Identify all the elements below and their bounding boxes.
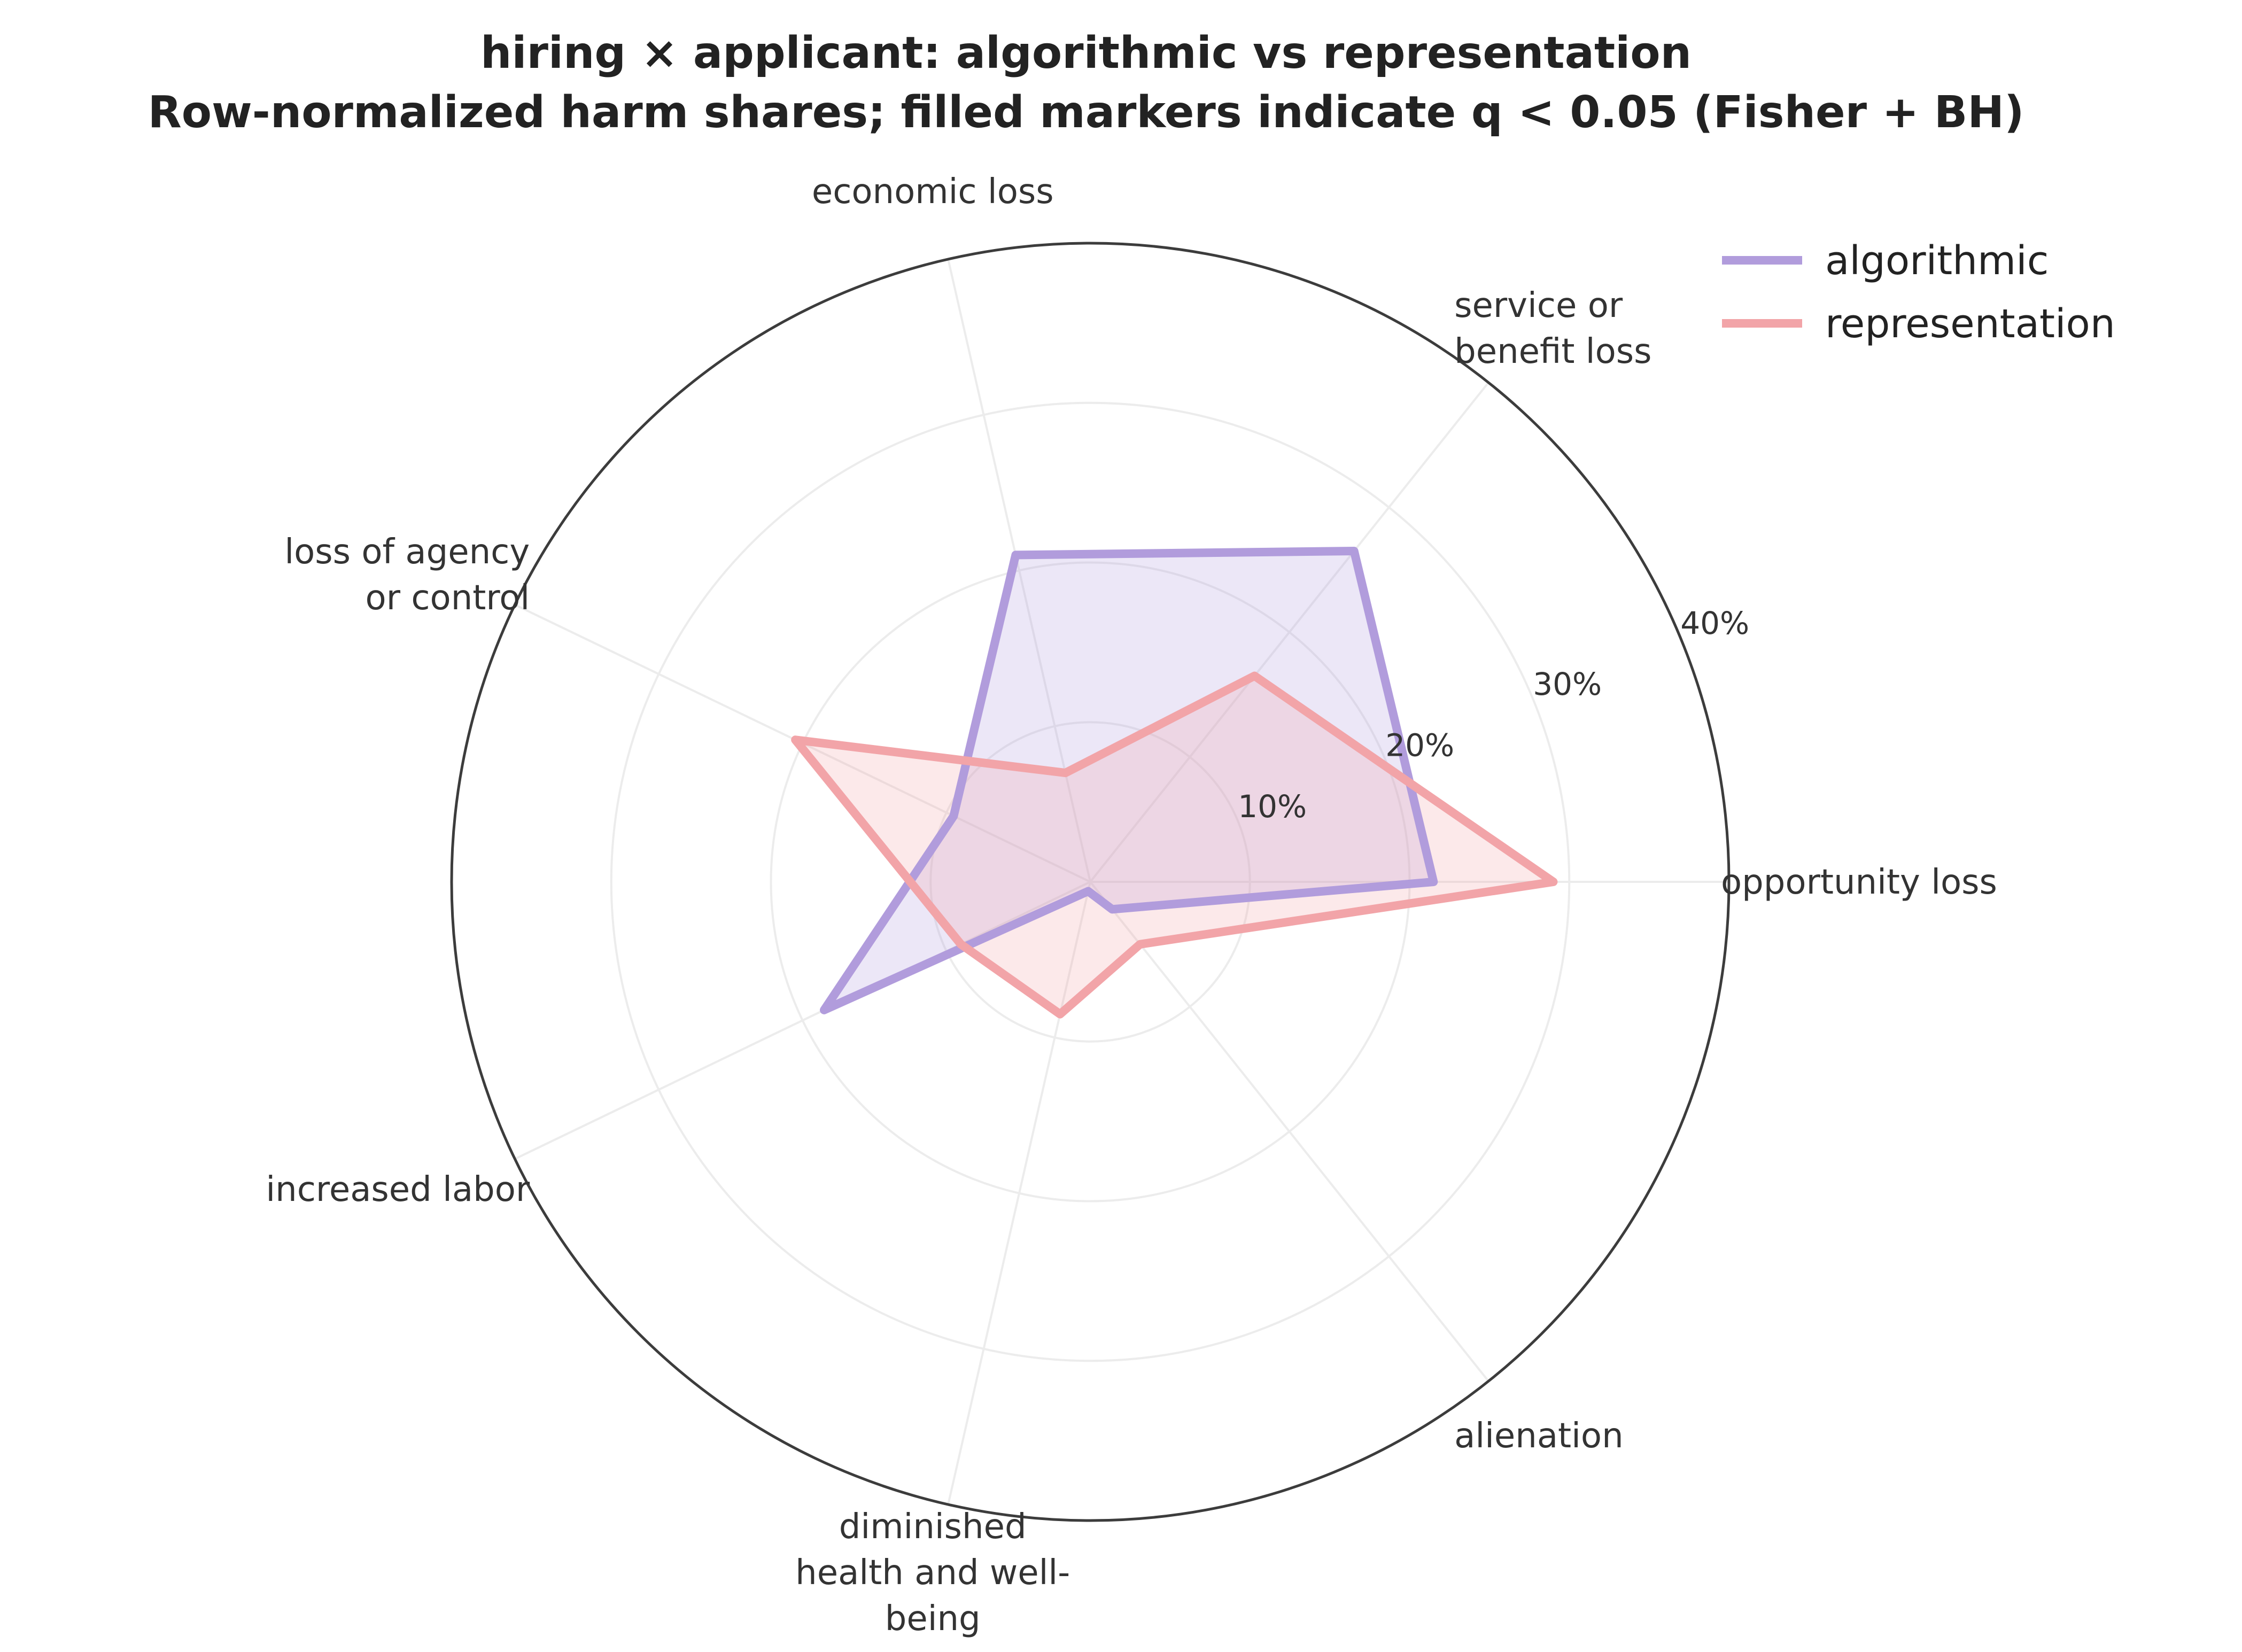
spoke-service-or-benefit-loss bbox=[1089, 382, 1490, 883]
axis-label-increased-labor: increased labor bbox=[266, 1170, 530, 1209]
legend-label-algorithmic: algorithmic bbox=[1825, 238, 2049, 284]
outer-frame bbox=[450, 242, 1731, 1522]
spoke-economic-loss bbox=[947, 259, 1091, 882]
axis-label-opportunity-loss: opportunity loss bbox=[1721, 863, 1997, 902]
spoke-increased-labor bbox=[514, 881, 1091, 1160]
chart-title-line1: hiring × applicant: algorithmic vs repre… bbox=[480, 28, 1692, 79]
axis-label-loss-of-agency-or-control: loss of agency or control bbox=[284, 532, 530, 618]
r-tick-label-40: 40% bbox=[1680, 605, 1749, 641]
axis-label-service-or-benefit-loss: service or benefit loss bbox=[1454, 286, 1651, 371]
axis-label-economic-loss: economic loss bbox=[812, 172, 1054, 212]
axis-label-alienation: alienation bbox=[1454, 1416, 1624, 1456]
chart-title-line2: Row-normalized harm shares; filled marke… bbox=[148, 87, 2024, 138]
r-tick-label-30: 30% bbox=[1533, 666, 1602, 702]
r-tick-label-20: 20% bbox=[1385, 727, 1454, 764]
series-layer bbox=[791, 547, 1558, 1019]
series-fill-algorithmic bbox=[824, 551, 1434, 1010]
spoke-diminished-health-and-well-being bbox=[947, 881, 1091, 1505]
series-line-representation bbox=[791, 671, 1558, 1019]
series-fill-representation bbox=[795, 676, 1554, 1014]
legend-label-representation: representation bbox=[1825, 301, 2115, 347]
legend: algorithmic representation bbox=[1722, 238, 2115, 347]
r-tick-label-10: 10% bbox=[1238, 788, 1307, 825]
series-line-algorithmic bbox=[820, 547, 1438, 1014]
axis-label-diminished-health-and-well-being: diminished health and well-being bbox=[795, 1507, 1070, 1639]
spoke-alienation bbox=[1089, 881, 1490, 1382]
label-layer: 10% 20% 30% 40% opportunity loss service or be… bbox=[266, 172, 1997, 1639]
outer-layer bbox=[450, 242, 1731, 1522]
